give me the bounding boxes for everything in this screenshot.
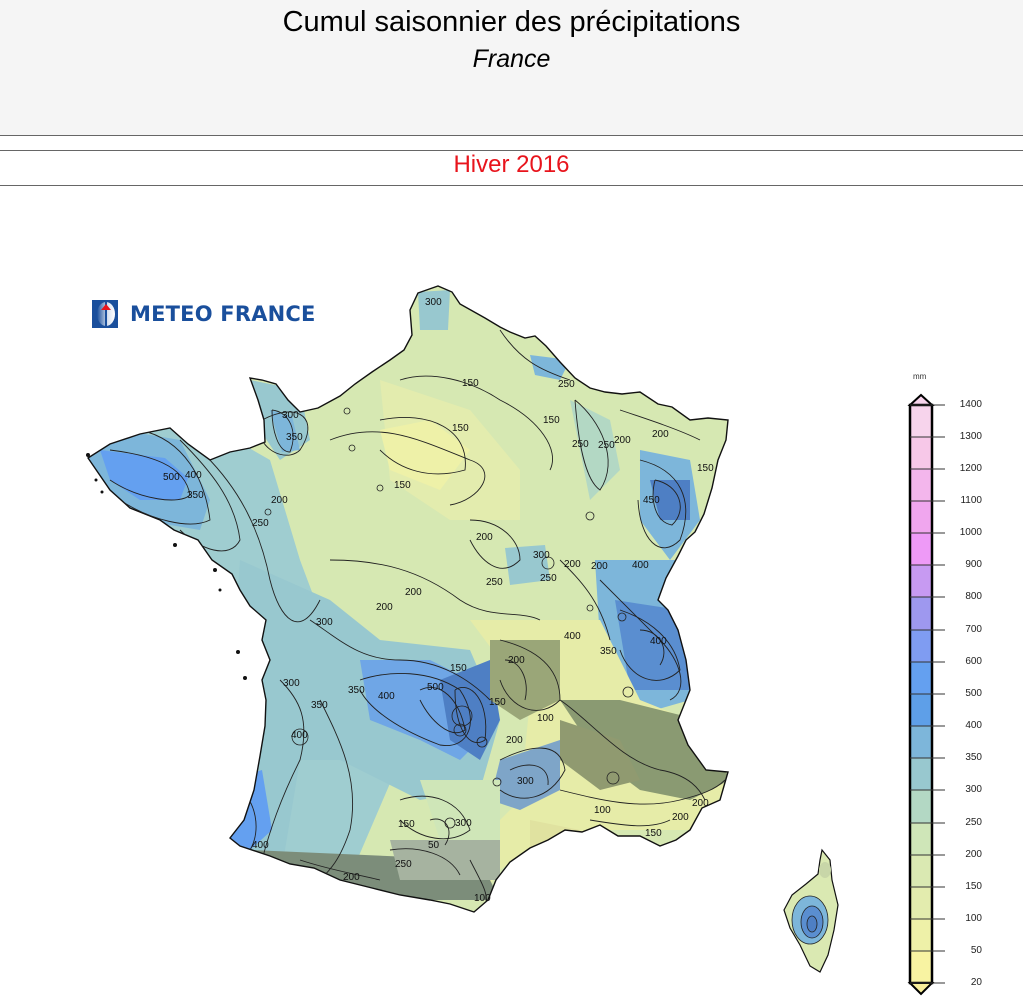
svg-text:400: 400 bbox=[632, 560, 649, 571]
page-title: Cumul saisonnier des précipitations bbox=[282, 6, 741, 38]
page-subtitle: France bbox=[472, 45, 551, 73]
legend-tick: 150 bbox=[965, 881, 982, 892]
svg-text:250: 250 bbox=[252, 518, 269, 529]
coastline-islands bbox=[86, 453, 247, 680]
svg-text:150: 150 bbox=[452, 423, 469, 434]
svg-text:500: 500 bbox=[163, 472, 180, 483]
svg-text:200: 200 bbox=[506, 735, 523, 746]
legend-tick: 100 bbox=[965, 913, 982, 924]
header-band: Cumul saisonnier des précipitations Fran… bbox=[0, 0, 1023, 135]
svg-text:100: 100 bbox=[474, 893, 491, 904]
svg-text:150: 150 bbox=[450, 663, 467, 674]
svg-text:350: 350 bbox=[311, 700, 328, 711]
legend-tick: 1000 bbox=[959, 527, 982, 538]
svg-text:200: 200 bbox=[476, 532, 493, 543]
corsica bbox=[783, 849, 839, 973]
svg-text:150: 150 bbox=[398, 819, 415, 830]
legend-tick: 1100 bbox=[960, 495, 982, 506]
legend-tick: 600 bbox=[965, 656, 982, 667]
svg-text:350: 350 bbox=[187, 490, 204, 501]
svg-text:300: 300 bbox=[425, 297, 442, 308]
svg-text:150: 150 bbox=[645, 828, 662, 839]
svg-text:150: 150 bbox=[697, 463, 714, 474]
svg-text:350: 350 bbox=[348, 685, 365, 696]
svg-text:200: 200 bbox=[343, 872, 360, 883]
svg-text:200: 200 bbox=[271, 495, 288, 506]
legend-tick: 1300 bbox=[959, 431, 982, 442]
svg-text:50: 50 bbox=[428, 840, 440, 851]
svg-text:500: 500 bbox=[427, 682, 444, 693]
precipitation-map: 500 400 350 250 200 300 350 150 150 150 … bbox=[86, 285, 839, 973]
svg-text:200: 200 bbox=[564, 559, 581, 570]
svg-text:400: 400 bbox=[291, 730, 308, 741]
france-mainland: 500 400 350 250 200 300 350 150 150 150 … bbox=[87, 285, 730, 913]
svg-text:400: 400 bbox=[185, 470, 202, 481]
svg-text:350: 350 bbox=[286, 432, 303, 443]
svg-text:150: 150 bbox=[394, 480, 411, 491]
svg-text:200: 200 bbox=[692, 798, 709, 809]
svg-text:400: 400 bbox=[252, 840, 269, 851]
svg-text:200: 200 bbox=[376, 602, 393, 613]
svg-text:200: 200 bbox=[672, 812, 689, 823]
divider bbox=[0, 150, 1023, 151]
svg-text:100: 100 bbox=[537, 713, 554, 724]
contour-labels: 500 400 350 250 200 300 350 150 150 150 … bbox=[163, 297, 714, 904]
svg-text:300: 300 bbox=[533, 550, 550, 561]
season-label: Hiver 2016 bbox=[453, 151, 570, 178]
svg-text:200: 200 bbox=[591, 561, 608, 572]
color-legend: mm bbox=[880, 360, 1023, 996]
legend-tick: 350 bbox=[965, 752, 982, 763]
legend-tick: 900 bbox=[965, 559, 982, 570]
legend-unit: mm bbox=[913, 372, 927, 381]
svg-text:200: 200 bbox=[405, 587, 422, 598]
legend-tick: 500 bbox=[965, 688, 982, 699]
legend-tick: 700 bbox=[965, 624, 982, 635]
svg-text:250: 250 bbox=[540, 573, 557, 584]
svg-text:250: 250 bbox=[572, 439, 589, 450]
svg-text:300: 300 bbox=[517, 776, 534, 787]
logo-text: METEO FRANCE bbox=[130, 302, 316, 326]
svg-text:300: 300 bbox=[283, 678, 300, 689]
svg-text:450: 450 bbox=[643, 495, 660, 506]
legend-tick: 400 bbox=[965, 720, 982, 731]
svg-text:250: 250 bbox=[395, 859, 412, 870]
svg-text:400: 400 bbox=[650, 636, 667, 647]
svg-text:300: 300 bbox=[282, 410, 299, 421]
legend-colorbar bbox=[907, 393, 945, 996]
legend-tick: 1200 bbox=[959, 463, 982, 474]
svg-text:400: 400 bbox=[378, 691, 395, 702]
legend-tick: 250 bbox=[965, 817, 982, 828]
svg-text:250: 250 bbox=[558, 379, 575, 390]
legend-tick: 1400 bbox=[959, 399, 982, 410]
svg-text:100: 100 bbox=[594, 805, 611, 816]
svg-text:350: 350 bbox=[600, 646, 617, 657]
divider bbox=[0, 135, 1023, 136]
legend-tick: 200 bbox=[965, 849, 982, 860]
legend-tick: 300 bbox=[965, 784, 982, 795]
legend-tick: 50 bbox=[970, 945, 982, 956]
meteo-france-logo-icon bbox=[92, 300, 118, 328]
svg-text:300: 300 bbox=[316, 617, 333, 628]
svg-text:250: 250 bbox=[598, 440, 615, 451]
svg-text:250: 250 bbox=[486, 577, 503, 588]
svg-text:200: 200 bbox=[614, 435, 631, 446]
svg-text:200: 200 bbox=[508, 655, 525, 666]
svg-text:150: 150 bbox=[462, 378, 479, 389]
svg-text:150: 150 bbox=[489, 697, 506, 708]
divider bbox=[0, 185, 1023, 186]
svg-text:150: 150 bbox=[543, 415, 560, 426]
svg-text:300: 300 bbox=[455, 818, 472, 829]
legend-tick: 800 bbox=[965, 591, 982, 602]
legend-tick: 20 bbox=[970, 977, 982, 988]
svg-text:200: 200 bbox=[652, 429, 669, 440]
svg-text:400: 400 bbox=[564, 631, 581, 642]
meteo-france-logo: METEO FRANCE bbox=[92, 300, 316, 328]
